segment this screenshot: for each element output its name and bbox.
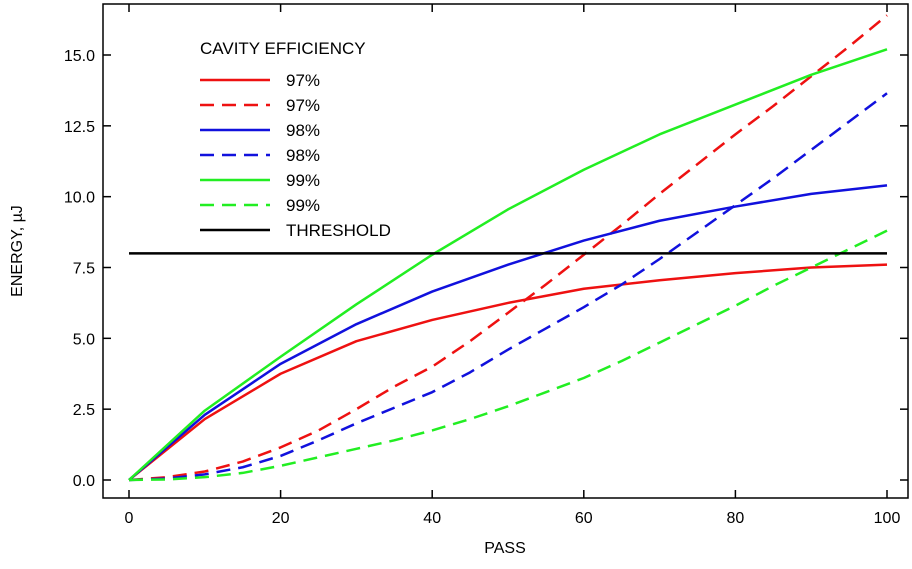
series-line-97-dashed bbox=[128, 14, 888, 482]
y-tick-label: 12.5 bbox=[64, 119, 95, 136]
legend: CAVITY EFFICIENCY 97% 97% 98% 98% 99% 99% THRE… bbox=[200, 39, 391, 240]
y-tick-label: 10.0 bbox=[64, 190, 95, 207]
x-tick-label: 0 bbox=[125, 510, 134, 527]
legend-title: CAVITY EFFICIENCY bbox=[200, 39, 366, 58]
x-tick-label: 100 bbox=[874, 510, 901, 527]
y-tick-label: 0.0 bbox=[73, 473, 95, 490]
legend-label-98: 98% bbox=[286, 121, 320, 140]
y-tick-label: 5.0 bbox=[73, 331, 95, 348]
x-tick-label: 20 bbox=[272, 510, 290, 527]
series-line-98-dashed bbox=[128, 92, 888, 482]
y-tick-label: 15.0 bbox=[64, 48, 95, 65]
legend-label-97: 97% bbox=[286, 71, 320, 90]
y-axis-title: ENERGY, µJ bbox=[9, 205, 26, 297]
x-tick-label: 40 bbox=[423, 510, 441, 527]
series-layer bbox=[128, 14, 888, 482]
legend-label-98: 98% bbox=[286, 146, 320, 165]
legend-label-97: 97% bbox=[286, 96, 320, 115]
legend-label-99: 99% bbox=[286, 171, 320, 190]
plot-frame bbox=[102, 3, 909, 499]
series-line-99-dashed bbox=[128, 229, 888, 482]
legend-label-99: 99% bbox=[286, 196, 320, 215]
legend-label-threshold: THRESHOLD bbox=[286, 221, 391, 240]
series-line-98-solid bbox=[128, 184, 888, 481]
series-line-97-solid bbox=[128, 263, 888, 481]
y-tick-label: 7.5 bbox=[73, 261, 95, 278]
x-axis-ticks: 0 20 40 60 80 100 bbox=[125, 4, 901, 527]
x-axis-title: PASS bbox=[484, 540, 526, 557]
x-tick-label: 80 bbox=[727, 510, 745, 527]
y-axis-ticks: 0.0 2.5 5.0 7.5 10.0 12.5 15.0 bbox=[64, 48, 908, 490]
x-tick-label: 60 bbox=[575, 510, 593, 527]
series-line-99-solid bbox=[128, 48, 888, 481]
y-tick-label: 2.5 bbox=[73, 402, 95, 419]
